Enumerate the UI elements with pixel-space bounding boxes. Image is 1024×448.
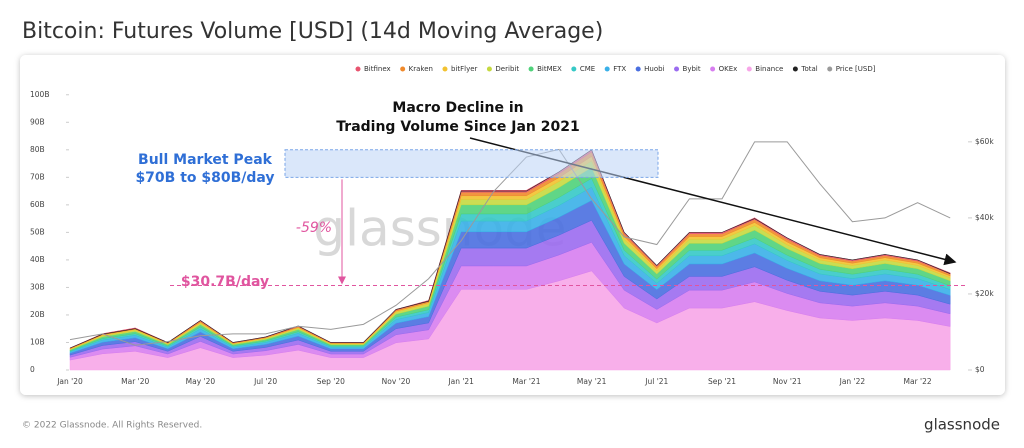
y2-tick-label: $40k <box>975 213 994 222</box>
x-tick-label: Jan '21 <box>447 377 474 386</box>
y-tick-label: 50B <box>30 227 45 236</box>
y-tick-label: 100B <box>30 90 49 99</box>
y-tick-label: 30B <box>30 282 45 291</box>
y-tick-label: 10B <box>30 337 45 346</box>
y-tick-label: 70B <box>30 172 45 181</box>
x-tick-label: Sep '20 <box>317 377 345 386</box>
legend-marker <box>355 66 361 72</box>
y-tick-label: 40B <box>30 255 45 264</box>
annotation: Macro Decline in <box>392 100 523 116</box>
legend-marker <box>571 66 577 72</box>
y2-tick-label: $20k <box>975 289 994 298</box>
annotation: Bull Market Peak <box>138 152 273 168</box>
x-tick-label: Jul '21 <box>644 377 668 386</box>
legend-marker <box>746 66 752 72</box>
annotation: $30.7B/day <box>181 274 269 290</box>
legend-marker <box>486 66 492 72</box>
x-tick-label: Sep '21 <box>708 377 736 386</box>
y-tick-label: 60B <box>30 200 45 209</box>
y-tick-label: 90B <box>30 117 45 126</box>
x-tick-label: May '20 <box>186 377 216 386</box>
legend-label: Bybit <box>683 65 701 73</box>
legend-marker <box>400 66 406 72</box>
x-tick-label: Jan '20 <box>56 377 83 386</box>
y-tick-label: 20B <box>30 310 45 319</box>
x-tick-label: Mar '20 <box>121 377 149 386</box>
legend-marker <box>528 66 534 72</box>
legend-label: Kraken <box>409 65 433 73</box>
y-tick-label: 0 <box>30 365 35 374</box>
x-tick-label: May '21 <box>577 377 607 386</box>
peak-band <box>284 149 659 178</box>
legend-label: bitFlyer <box>451 65 478 73</box>
y2-tick-label: $0 <box>975 365 985 374</box>
chart-title: Bitcoin: Futures Volume [USD] (14d Movin… <box>22 19 603 44</box>
legend-label: Price [USD] <box>836 65 876 73</box>
legend-label: Deribit <box>495 65 519 73</box>
annotation: $70B to $80B/day <box>135 170 274 186</box>
legend-marker <box>792 66 798 72</box>
legend-marker <box>442 66 448 72</box>
annotation: -59% <box>296 220 332 236</box>
annotation: Trading Volume Since Jan 2021 <box>336 119 579 135</box>
x-tick-label: Nov '21 <box>773 377 802 386</box>
legend-label: Huobi <box>644 65 664 73</box>
legend-label: CME <box>580 65 595 73</box>
legend-label: Bitfinex <box>364 65 391 73</box>
x-tick-label: Jan '22 <box>839 377 866 386</box>
legend-label: Binance <box>755 65 783 73</box>
x-tick-label: Mar '22 <box>904 377 932 386</box>
y-tick-label: 80B <box>30 145 45 154</box>
legend-label: OKEx <box>719 65 738 73</box>
total-line <box>69 149 951 349</box>
footer: © 2022 Glassnode. All Rights Reserved. <box>22 421 202 431</box>
legend-marker <box>710 66 716 72</box>
x-tick-label: Jul '20 <box>253 377 277 386</box>
logo: glassnode <box>924 416 1000 434</box>
y2-tick-label: $60k <box>975 137 994 146</box>
legend-marker <box>827 66 833 72</box>
legend-marker <box>604 66 610 72</box>
legend-label: Total <box>800 65 817 73</box>
legend-label: BitMEX <box>537 65 562 73</box>
legend-label: FTX <box>613 65 626 73</box>
x-tick-label: Nov '20 <box>382 377 411 386</box>
x-tick-label: Mar '21 <box>512 377 540 386</box>
legend-marker <box>674 66 680 72</box>
legend-marker <box>635 66 641 72</box>
